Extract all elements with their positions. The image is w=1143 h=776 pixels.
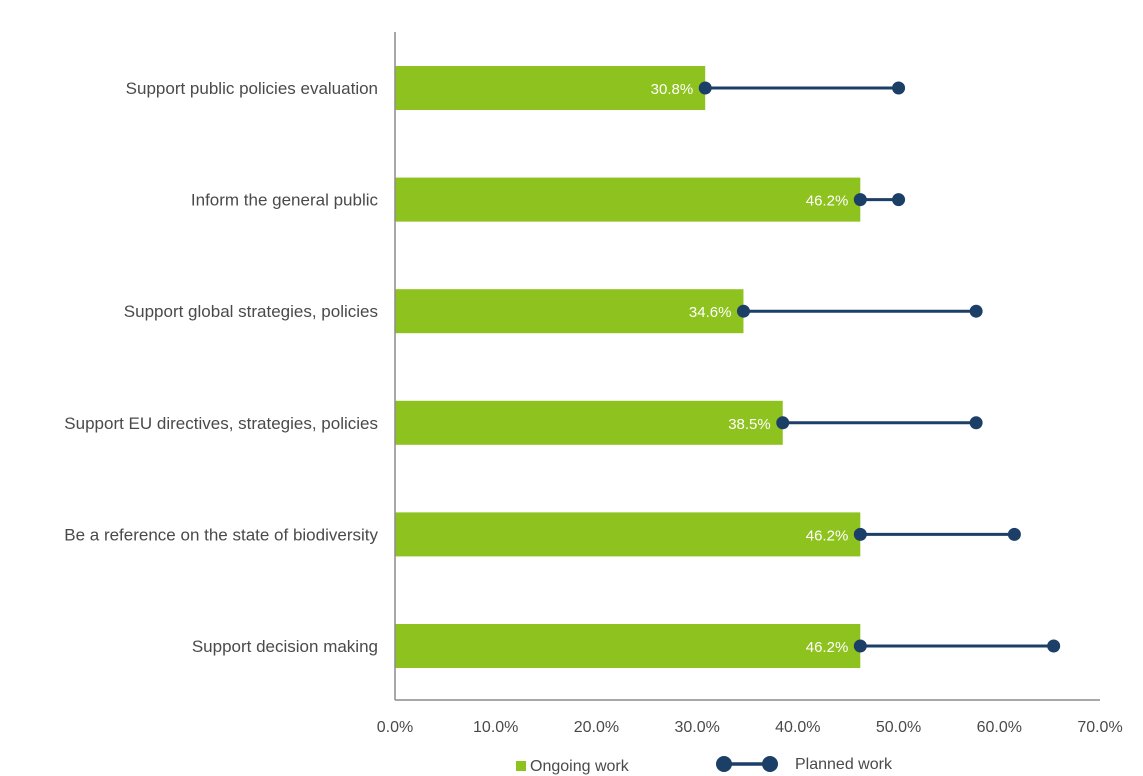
category-label: Support decision making [192, 637, 378, 656]
legend-planned-dot-left [716, 756, 732, 772]
data-label: 46.2% [806, 639, 849, 656]
planned-dot [969, 304, 983, 318]
data-label: 46.2% [806, 193, 849, 210]
bars-layer [395, 66, 1061, 668]
x-tick-label: 40.0% [775, 719, 820, 736]
ongoing-end-dot [736, 304, 750, 318]
legend-ongoing-swatch [516, 761, 526, 771]
category-label: Support public policies evaluation [126, 79, 378, 98]
category-label: Support global strategies, policies [124, 302, 378, 321]
category-label: Support EU directives, strategies, polic… [64, 414, 378, 433]
ongoing-end-dot [853, 639, 867, 653]
legend-ongoing-label: Ongoing work [530, 758, 630, 775]
axes-layer: 0.0% 10.0% 20.0% 30.0% 40.0% 50.0% 60.0% 70.0% [377, 32, 1123, 736]
ongoing-bar [395, 400, 783, 445]
x-tick-label: 50.0% [876, 719, 921, 736]
ongoing-bar [395, 289, 744, 334]
ongoing-end-dot [776, 416, 790, 430]
ongoing-bar [395, 624, 861, 668]
legend-planned-label: Planned work [795, 756, 893, 773]
planned-dot [969, 416, 983, 430]
x-tick-label: 60.0% [977, 719, 1022, 736]
labels-layer: Support public policies evaluation 30.8% I… [64, 79, 848, 656]
ongoing-bar [395, 512, 861, 557]
ongoing-end-dot [853, 527, 867, 541]
legend-planned-dot-right [762, 756, 778, 772]
data-label: 34.6% [689, 304, 732, 321]
category-label: Be a reference on the state of biodivers… [64, 525, 378, 544]
data-label: 30.8% [651, 81, 694, 98]
ongoing-bar [395, 66, 706, 110]
legend: Ongoing work Planned work [516, 756, 893, 775]
ongoing-end-dot [698, 81, 712, 95]
planned-dot [1007, 527, 1021, 541]
x-tick-label: 10.0% [473, 719, 518, 736]
planned-dot [1047, 639, 1061, 653]
planned-dot [892, 81, 906, 95]
x-tick-label: 30.0% [674, 719, 719, 736]
x-tick-label: 70.0% [1077, 719, 1122, 736]
ongoing-bar [395, 177, 861, 222]
data-label: 38.5% [728, 416, 771, 433]
x-tick-label: 20.0% [574, 719, 619, 736]
x-tick-label: 0.0% [377, 719, 413, 736]
category-label: Inform the general public [191, 191, 379, 210]
ongoing-end-dot [853, 193, 867, 207]
planned-dot [892, 193, 906, 207]
data-label: 46.2% [806, 527, 849, 544]
